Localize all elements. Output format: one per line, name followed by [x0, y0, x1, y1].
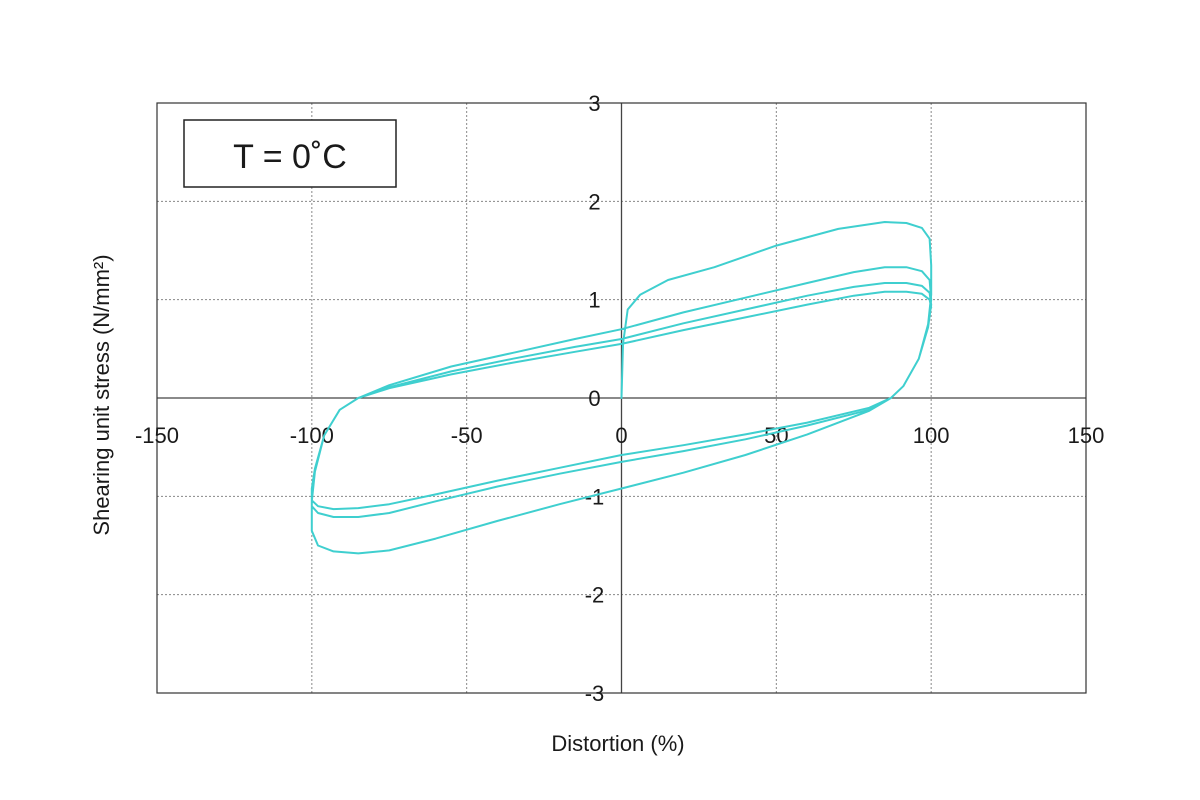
- annotation-frame: [183, 119, 397, 188]
- x-tick-label: -100: [290, 423, 334, 448]
- x-axis-label: Distortion (%): [551, 731, 684, 756]
- y-tick-label: 2: [588, 189, 600, 214]
- y-tick-label: 0: [588, 386, 600, 411]
- x-tick-label: -150: [135, 423, 179, 448]
- y-axis-label: Shearing unit stress (N/mm²): [89, 254, 114, 535]
- y-tick-labels: -3 -2 -1 0 1 2 3: [585, 91, 605, 706]
- x-tick-label: 0: [615, 423, 627, 448]
- x-tick-label: 100: [913, 423, 950, 448]
- series-line: [310, 221, 933, 555]
- x-tick-labels: -150 -100 -50 0 50 100 150: [135, 423, 1104, 448]
- y-tick-label: 1: [588, 288, 600, 313]
- x-tick-label: 150: [1068, 423, 1105, 448]
- y-tick-label: -3: [585, 681, 605, 706]
- series-group: [310, 221, 933, 555]
- y-tick-label: -2: [585, 583, 605, 608]
- x-tick-label: -50: [451, 423, 483, 448]
- y-tick-label: 3: [588, 91, 600, 116]
- annotation-box: T = 0˚C: [183, 119, 397, 188]
- plot-frame: [156, 102, 1087, 694]
- y-tick-label: -1: [585, 484, 605, 509]
- annotation-text: T = 0˚C: [233, 138, 347, 176]
